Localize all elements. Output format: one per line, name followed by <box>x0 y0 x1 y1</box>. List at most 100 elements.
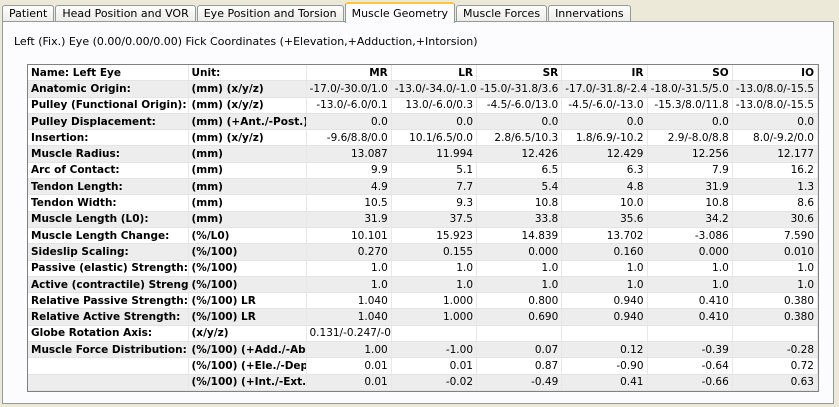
value-cell[interactable]: -18.0/-31.5/5.0 <box>647 80 733 98</box>
parameter-label-cell[interactable]: Relative Active Strength: <box>28 308 189 326</box>
value-cell[interactable]: -4.5/-6.0/13.0 <box>476 97 563 114</box>
value-cell[interactable]: -0.64 <box>647 357 733 375</box>
value-cell[interactable]: 30.6 <box>732 211 819 228</box>
tab-muscle-forces[interactable]: Muscle Forces <box>456 5 548 22</box>
value-cell[interactable]: 0.12 <box>561 341 648 359</box>
value-cell[interactable]: 2.8/6.5/10.3 <box>476 129 563 147</box>
header-unit-cell[interactable]: Unit: <box>188 65 307 82</box>
value-cell[interactable]: 1.040 <box>306 308 392 326</box>
value-cell[interactable]: 10.0 <box>561 194 648 212</box>
value-cell[interactable]: -15.0/-31.8/3.6 <box>476 80 563 98</box>
value-cell[interactable]: 1.3 <box>732 178 819 196</box>
value-cell[interactable]: 0.07 <box>476 341 563 359</box>
table-row[interactable]: Relative Active Strength: (%/100) LR 1.040… <box>28 308 819 326</box>
parameter-label-cell[interactable]: Insertion: <box>28 129 189 147</box>
parameter-label-cell[interactable]: Anatomic Origin: <box>28 80 189 98</box>
value-cell[interactable]: -13.0/8.0/-15.5 <box>732 97 819 114</box>
parameter-label-cell[interactable] <box>28 374 189 391</box>
table-row[interactable]: Tendon Width: (mm) 10.5 9.3 10.8 10.0 10.8 8.6 <box>28 194 819 212</box>
value-cell[interactable]: -0.49 <box>476 374 563 391</box>
unit-cell[interactable]: (mm) (+Ant./-Post.) <box>188 113 307 131</box>
table-row[interactable]: Relative Passive Strength: (%/100) LR 1.04… <box>28 292 819 310</box>
value-cell[interactable]: 9.9 <box>306 162 392 180</box>
parameter-label-cell[interactable]: Passive (elastic) Strength: <box>28 260 189 277</box>
value-cell[interactable]: 0.940 <box>561 292 648 310</box>
value-cell[interactable]: 0.800 <box>476 292 563 310</box>
value-cell[interactable]: 1.0 <box>306 276 392 294</box>
value-cell[interactable]: 0.63 <box>732 374 819 391</box>
unit-cell[interactable]: (mm) <box>188 211 307 228</box>
table-row[interactable]: (%/100) (+Ele./-Dep.) 0.01 0.01 0.87 -0.90 -0… <box>28 357 819 375</box>
value-cell[interactable]: 0.0 <box>306 113 392 131</box>
table-header-row[interactable]: Name: Left Eye Unit: MR LR SR IR SO IO <box>28 65 819 82</box>
value-cell[interactable]: 10.8 <box>476 194 563 212</box>
value-cell[interactable]: 1.000 <box>391 308 478 326</box>
value-cell[interactable]: 12.429 <box>561 145 648 163</box>
value-cell[interactable]: -4.5/-6.0/-13.0 <box>561 97 648 114</box>
value-cell[interactable]: -13.0/-34.0/-1.0 <box>391 80 478 98</box>
header-muscle-cell[interactable]: LR <box>391 65 478 82</box>
tab-eye-position-torsion[interactable]: Eye Position and Torsion <box>196 5 344 22</box>
value-cell[interactable]: 0.72 <box>732 357 819 375</box>
value-cell[interactable]: 0.155 <box>391 243 478 261</box>
value-cell[interactable]: 0.410 <box>647 292 733 310</box>
value-cell[interactable]: 1.0 <box>476 260 563 277</box>
value-cell[interactable]: 0.01 <box>391 357 478 375</box>
unit-cell[interactable]: (%/100) <box>188 276 307 294</box>
parameter-label-cell[interactable]: Active (contractile) Strength: <box>28 276 189 294</box>
value-cell[interactable]: 9.3 <box>391 194 478 212</box>
unit-cell[interactable]: (x/y/z) <box>188 325 307 343</box>
parameter-label-cell[interactable]: Tendon Width: <box>28 194 189 212</box>
value-cell[interactable]: 0.270 <box>306 243 392 261</box>
value-cell[interactable]: 1.0 <box>647 260 733 277</box>
tab-head-position-vor[interactable]: Head Position and VOR <box>55 5 196 22</box>
value-cell[interactable]: -15.3/8.0/11.8 <box>647 97 733 114</box>
value-cell[interactable]: 31.9 <box>306 211 392 228</box>
tab-innervations[interactable]: Innervations <box>548 5 631 22</box>
value-cell[interactable]: 11.994 <box>391 145 478 163</box>
value-cell[interactable]: 33.8 <box>476 211 563 228</box>
parameter-label-cell[interactable]: Muscle Radius: <box>28 145 189 163</box>
value-cell[interactable]: 0.0 <box>391 113 478 131</box>
value-cell[interactable]: 0.010 <box>732 243 819 261</box>
value-cell[interactable]: 10.1/6.5/0.0 <box>391 129 478 147</box>
value-cell[interactable]: 7.590 <box>732 227 819 245</box>
value-cell[interactable]: 12.256 <box>647 145 733 163</box>
value-cell[interactable]: 15.923 <box>391 227 478 245</box>
value-cell[interactable]: -13.0/8.0/-15.5 <box>732 80 819 98</box>
value-cell[interactable]: 10.5 <box>306 194 392 212</box>
unit-cell[interactable]: (%/100) LR <box>188 308 307 326</box>
value-cell[interactable]: 0.0 <box>647 113 733 131</box>
parameter-label-cell[interactable]: Globe Rotation Axis: <box>28 325 189 343</box>
value-cell[interactable]: 0.380 <box>732 308 819 326</box>
value-cell[interactable]: 7.9 <box>647 162 733 180</box>
header-muscle-cell[interactable]: IO <box>732 65 819 82</box>
value-cell[interactable]: 0.01 <box>306 374 392 391</box>
value-cell[interactable]: 4.9 <box>306 178 392 196</box>
muscle-geometry-grid[interactable]: Name: Left Eye Unit: MR LR SR IR SO IO Anatomic … <box>27 64 819 392</box>
unit-cell[interactable]: (%/L0) <box>188 227 307 245</box>
value-cell[interactable]: -9.6/8.8/0.0 <box>306 129 392 147</box>
unit-cell[interactable]: (%/100) (+Add./-Abd.) <box>188 341 307 359</box>
header-muscle-cell[interactable]: SO <box>647 65 733 82</box>
value-cell[interactable]: 12.426 <box>476 145 563 163</box>
unit-cell[interactable]: (%/100) <box>188 260 307 277</box>
value-cell[interactable]: 1.0 <box>476 276 563 294</box>
parameter-label-cell[interactable]: Tendon Length: <box>28 178 189 196</box>
value-cell[interactable]: -0.28 <box>732 341 819 359</box>
table-row[interactable]: Insertion: (mm) (x/y/z) -9.6/8.8/0.0 10.1/6… <box>28 129 819 147</box>
unit-cell[interactable]: (mm) <box>188 162 307 180</box>
table-row[interactable]: Anatomic Origin: (mm) (x/y/z) -17.0/-30.0/… <box>28 80 819 98</box>
parameter-label-cell[interactable] <box>28 357 189 375</box>
table-row[interactable]: Muscle Radius: (mm) 13.087 11.994 12.426 12.4… <box>28 145 819 163</box>
value-cell[interactable]: 6.5 <box>476 162 563 180</box>
header-muscle-cell[interactable]: IR <box>561 65 648 82</box>
parameter-label-cell[interactable]: Pulley (Functional Origin): <box>28 97 189 114</box>
value-cell[interactable]: 0.000 <box>476 243 563 261</box>
value-cell[interactable]: 1.000 <box>391 292 478 310</box>
table-row[interactable]: Muscle Length Change: (%/L0) 10.101 15.923 1… <box>28 227 819 245</box>
value-cell[interactable]: 1.8/6.9/-10.2 <box>561 129 648 147</box>
unit-cell[interactable]: (mm) <box>188 178 307 196</box>
unit-cell[interactable]: (mm) (x/y/z) <box>188 129 307 147</box>
value-cell[interactable]: 34.2 <box>647 211 733 228</box>
